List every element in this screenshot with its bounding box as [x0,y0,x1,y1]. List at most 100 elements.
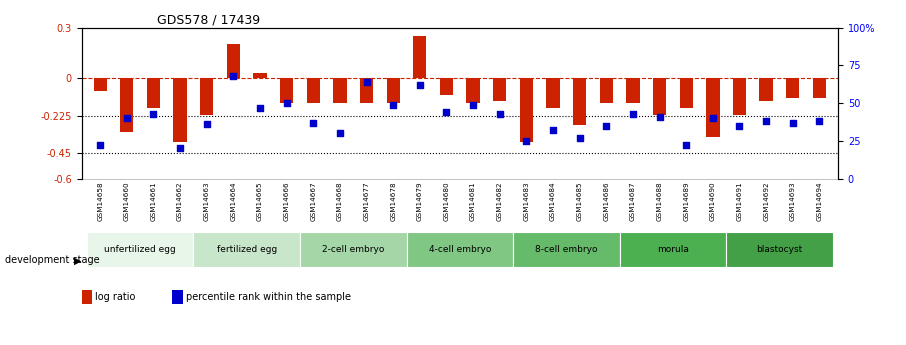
Bar [759,78,773,101]
FancyBboxPatch shape [300,232,407,267]
Text: morula: morula [657,245,689,254]
Bar [120,78,133,131]
Point [199,121,214,127]
Text: GSM14677: GSM14677 [363,181,370,221]
Point [599,123,613,128]
Text: GSM14686: GSM14686 [603,181,610,221]
Text: GSM14681: GSM14681 [470,181,477,221]
Point [226,73,241,79]
Bar [653,78,666,115]
FancyBboxPatch shape [727,232,833,267]
Text: GSM14694: GSM14694 [816,181,823,221]
Text: log ratio: log ratio [95,292,136,302]
Text: unfertilized egg: unfertilized egg [104,245,176,254]
Text: fertilized egg: fertilized egg [217,245,277,254]
Text: GSM14685: GSM14685 [576,181,583,221]
Point [519,138,534,144]
Text: ▶: ▶ [74,256,82,265]
Bar [600,78,613,103]
Text: GSM14682: GSM14682 [496,181,503,221]
Text: GSM14689: GSM14689 [683,181,689,221]
Text: GSM14662: GSM14662 [177,181,183,221]
Bar [733,78,747,115]
Bar [573,78,586,125]
Point [786,120,800,126]
Bar [254,73,266,78]
Point [573,135,587,140]
Bar [546,78,560,108]
Point [626,111,641,116]
Text: 4-cell embryo: 4-cell embryo [429,245,491,254]
Text: GSM14664: GSM14664 [230,181,236,221]
Point [360,79,374,85]
Bar [280,78,294,103]
Text: GSM14684: GSM14684 [550,181,556,221]
Text: GSM14693: GSM14693 [790,181,795,221]
Text: GSM14692: GSM14692 [763,181,769,221]
Bar [680,78,693,108]
FancyBboxPatch shape [87,232,193,267]
Text: percentile rank within the sample: percentile rank within the sample [186,292,351,302]
Text: blastocyst: blastocyst [757,245,803,254]
Text: GSM14660: GSM14660 [124,181,130,221]
Point [386,102,400,107]
Text: GSM14680: GSM14680 [443,181,449,221]
Text: GSM14666: GSM14666 [284,181,290,221]
FancyBboxPatch shape [193,232,300,267]
Bar [813,78,826,98]
Point [306,120,321,126]
Point [679,142,693,148]
Point [493,111,507,116]
Bar [786,78,799,98]
Point [333,130,347,136]
Point [412,82,427,88]
Point [173,146,188,151]
Bar [387,78,400,103]
Bar [439,78,453,95]
Point [652,114,667,119]
Bar [306,78,320,103]
Text: GSM14667: GSM14667 [310,181,316,221]
Bar [520,78,533,142]
Point [732,123,747,128]
Text: GDS578 / 17439: GDS578 / 17439 [158,13,260,27]
Text: GSM14661: GSM14661 [150,181,157,221]
Point [253,105,267,110]
Text: GSM14687: GSM14687 [630,181,636,221]
Text: GSM14691: GSM14691 [737,181,743,221]
Point [706,115,720,121]
Point [439,109,454,115]
Bar [93,78,107,91]
Bar [226,45,240,78]
Bar [626,78,640,103]
Bar [467,78,480,103]
FancyBboxPatch shape [407,232,513,267]
Point [812,118,826,124]
Bar [360,78,373,103]
FancyBboxPatch shape [513,232,620,267]
Bar [173,78,187,142]
Bar [147,78,160,108]
Point [545,128,560,133]
Text: development stage: development stage [5,256,99,265]
Bar [706,78,719,137]
Point [146,111,160,116]
Text: 2-cell embryo: 2-cell embryo [322,245,384,254]
Text: GSM14679: GSM14679 [417,181,423,221]
Text: 8-cell embryo: 8-cell embryo [535,245,598,254]
Text: GSM14658: GSM14658 [97,181,103,221]
Text: GSM14683: GSM14683 [524,181,529,221]
Text: GSM14665: GSM14665 [257,181,263,221]
Text: GSM14688: GSM14688 [657,181,662,221]
Point [93,142,108,148]
FancyBboxPatch shape [620,232,727,267]
Text: GSM14678: GSM14678 [390,181,396,221]
Bar [333,78,347,103]
Text: GSM14663: GSM14663 [204,181,209,221]
Point [279,100,294,106]
Point [120,115,134,121]
Point [759,118,774,124]
Point [466,102,480,107]
Bar [493,78,506,101]
Text: GSM14668: GSM14668 [337,181,343,221]
